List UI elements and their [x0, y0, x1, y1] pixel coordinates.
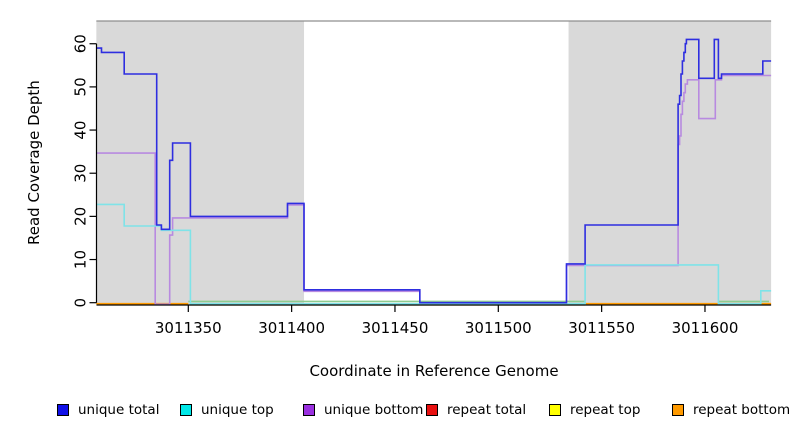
- legend-swatch-unique-bottom: [303, 404, 315, 416]
- legend-label-repeat-total: repeat total: [447, 402, 527, 418]
- legend-label-unique-total: unique total: [78, 402, 160, 418]
- legend-swatch-unique-total: [57, 404, 69, 416]
- series-line-unique-top: [96, 203, 772, 305]
- shaded-region: [568, 21, 772, 304]
- x-tick-label: 3011600: [672, 319, 739, 337]
- legend-label-repeat-bottom: repeat bottom: [693, 402, 791, 418]
- x-tick-label: 3011500: [465, 319, 532, 337]
- legend-swatch-repeat-bottom: [672, 404, 684, 416]
- legend-item-repeat-total: repeat total: [426, 402, 526, 418]
- legend-label-unique-top: unique top: [201, 402, 274, 418]
- legend-swatch-repeat-top: [549, 404, 561, 416]
- y-tick-label: 60: [72, 34, 90, 53]
- series-line-unique-total: [96, 38, 772, 304]
- series-line-unique-bottom: [96, 74, 772, 305]
- y-tick-label: 0: [72, 298, 90, 308]
- legend-item-unique-bottom: unique bottom: [303, 402, 423, 418]
- y-tick-label: 40: [72, 121, 90, 140]
- x-axis-title: Coordinate in Reference Genome: [309, 362, 559, 380]
- y-tick-label: 30: [72, 164, 90, 183]
- shaded-region: [96, 21, 305, 304]
- legend-swatch-unique-top: [180, 404, 192, 416]
- coverage-plot-svg: 0 10 20 30 40 50 60 3011350 3011400 3011450 301150…: [72, 20, 772, 337]
- y-tick-label: 20: [72, 207, 90, 226]
- legend-item-unique-total: unique total: [57, 402, 159, 418]
- x-tick-label: 3011350: [155, 319, 222, 337]
- y-tick-label: 10: [72, 250, 90, 269]
- legend-label-repeat-top: repeat top: [570, 402, 641, 418]
- legend-swatch-repeat-total: [426, 404, 438, 416]
- legend-item-repeat-top: repeat top: [549, 402, 640, 418]
- y-axis-title: Read Coverage Depth: [25, 80, 43, 246]
- chart-legend: unique total unique top unique bottom repea…: [0, 399, 792, 423]
- legend-item-unique-top: unique top: [180, 402, 274, 418]
- legend-item-repeat-bottom: repeat bottom: [672, 402, 790, 418]
- x-tick-label: 3011450: [362, 319, 429, 337]
- x-tick-label: 3011400: [258, 319, 325, 337]
- x-tick-label: 3011550: [568, 319, 635, 337]
- y-tick-label: 50: [72, 77, 90, 96]
- legend-label-unique-bottom: unique bottom: [324, 402, 424, 418]
